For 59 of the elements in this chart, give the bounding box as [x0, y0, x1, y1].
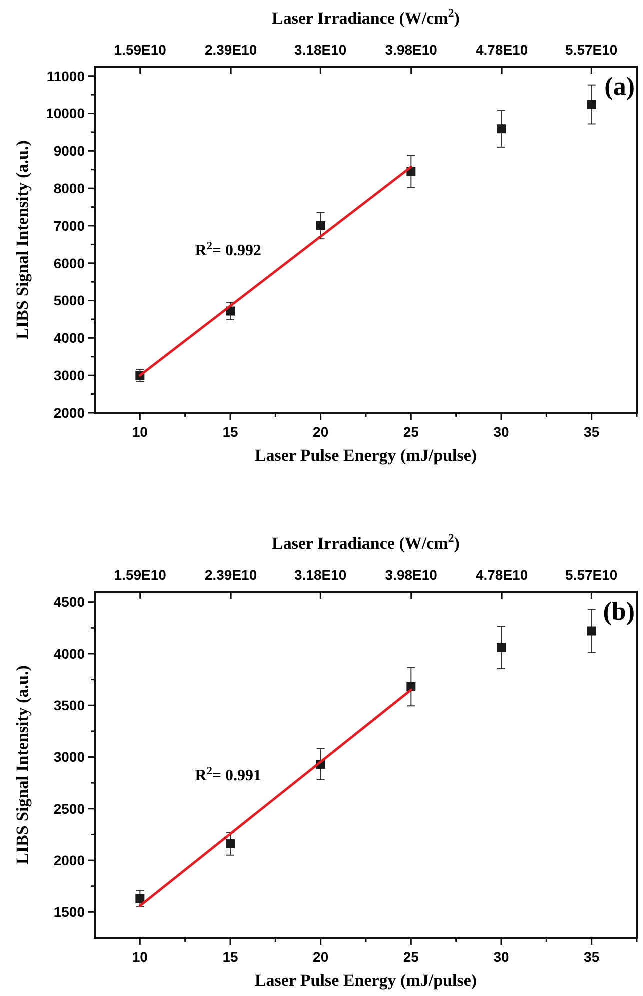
y-axis-title: LIBS Signal Intensity (a.u.) — [13, 666, 32, 864]
y-tick-label: 11000 — [46, 68, 86, 84]
x-tick-label: 30 — [494, 949, 510, 965]
point — [136, 894, 145, 904]
x-tick-label: 35 — [584, 949, 600, 965]
x2-tick-label: 3.98E10 — [385, 42, 438, 58]
x-tick-label: 35 — [584, 424, 600, 440]
point — [497, 124, 506, 134]
y-tick-label: 2500 — [54, 800, 86, 817]
x2-axis-title: Laser Irradiance (W/cm$^{2}$) — [272, 531, 460, 553]
x2-tick-label: 5.57E10 — [566, 567, 618, 583]
point — [587, 100, 596, 110]
point — [226, 840, 235, 849]
x2-tick-label: 4.78E10 — [476, 42, 528, 58]
x-tick-label: 30 — [494, 424, 510, 440]
x2-tick-label: 3.18E10 — [294, 42, 347, 58]
x-tick-label: 10 — [132, 424, 148, 440]
x-axis-title: Laser Pulse Energy (mJ/pulse) — [254, 446, 478, 465]
y-tick-label: 4000 — [54, 646, 86, 662]
x2-tick-label: 4.78E10 — [476, 567, 528, 583]
y-tick-label: 8000 — [54, 180, 86, 196]
y-tick-label: 5000 — [54, 292, 86, 309]
y-tick-label: 4500 — [54, 594, 86, 610]
x-tick-label: 15 — [222, 424, 238, 440]
x-tick-label: 15 — [222, 949, 238, 965]
annotation: (a) — [604, 72, 635, 101]
y-axis-title: LIBS Signal Intensity (a.u.) — [13, 140, 32, 340]
y-tick-label: 9000 — [54, 143, 86, 160]
x2-axis-title: Laser Irradiance (W/cm$^{2}$) — [272, 6, 460, 28]
x-tick-label: 20 — [313, 424, 329, 440]
y-tick-label: 10000 — [46, 106, 86, 122]
x2-tick-label: 2.39E10 — [204, 567, 258, 583]
point — [406, 682, 416, 692]
x2-tick-label: 3.98E10 — [385, 567, 438, 583]
annotation: (b) — [603, 597, 635, 626]
y-tick-label: 1500 — [54, 904, 86, 920]
y-tick-label: 7000 — [54, 218, 86, 234]
x2-tick-label: 1.59E10 — [114, 42, 167, 58]
annotation: R$^{2}$= 0.991 — [195, 766, 262, 785]
y-tick-label: 2000 — [54, 852, 86, 868]
x2-tick-label: 3.18E10 — [294, 567, 347, 583]
point — [587, 626, 596, 636]
point — [497, 643, 506, 652]
x-tick-label: 25 — [403, 949, 420, 965]
x-axis-title: Laser Pulse Energy (mJ/pulse) — [254, 971, 478, 990]
x2-tick-label: 5.57E10 — [566, 42, 618, 58]
point — [316, 221, 326, 230]
x-tick-label: 25 — [403, 424, 420, 440]
y-tick-label: 3000 — [54, 367, 86, 384]
x-tick-label: 10 — [132, 949, 148, 965]
x2-tick-label: 1.59E10 — [114, 567, 167, 583]
x2-tick-label: 2.39E10 — [204, 42, 258, 58]
y-tick-label: 2000 — [54, 404, 86, 421]
y-tick-label: 4000 — [54, 330, 86, 346]
annotation: R$^{2}$= 0.992 — [195, 240, 262, 260]
y-tick-label: 3500 — [54, 698, 86, 714]
y-tick-label: 3000 — [54, 749, 86, 766]
y-tick-label: 6000 — [54, 255, 86, 272]
x-tick-label: 20 — [313, 949, 329, 965]
